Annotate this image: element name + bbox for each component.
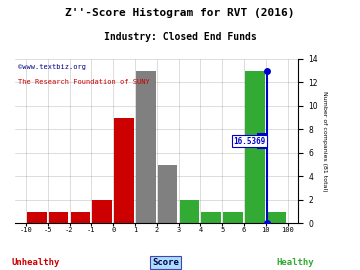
Bar — [136, 71, 156, 223]
Bar — [202, 211, 221, 223]
Text: Unhealthy: Unhealthy — [12, 258, 60, 267]
Bar — [180, 200, 199, 223]
Bar — [49, 211, 68, 223]
Text: Score: Score — [152, 258, 179, 267]
Bar — [27, 211, 46, 223]
Text: 16.5369: 16.5369 — [234, 137, 266, 146]
Bar — [267, 211, 287, 223]
Bar — [71, 211, 90, 223]
Bar — [114, 118, 134, 223]
Text: Healthy: Healthy — [276, 258, 314, 267]
Bar — [93, 200, 112, 223]
Bar — [223, 211, 243, 223]
Y-axis label: Number of companies (81 total): Number of companies (81 total) — [322, 91, 327, 191]
Text: The Research Foundation of SUNY: The Research Foundation of SUNY — [18, 79, 150, 85]
Text: Z''-Score Histogram for RVT (2016): Z''-Score Histogram for RVT (2016) — [65, 8, 295, 18]
Bar — [245, 71, 265, 223]
Bar — [158, 165, 177, 223]
Text: ©www.textbiz.org: ©www.textbiz.org — [18, 64, 86, 70]
Text: Industry: Closed End Funds: Industry: Closed End Funds — [104, 32, 256, 42]
